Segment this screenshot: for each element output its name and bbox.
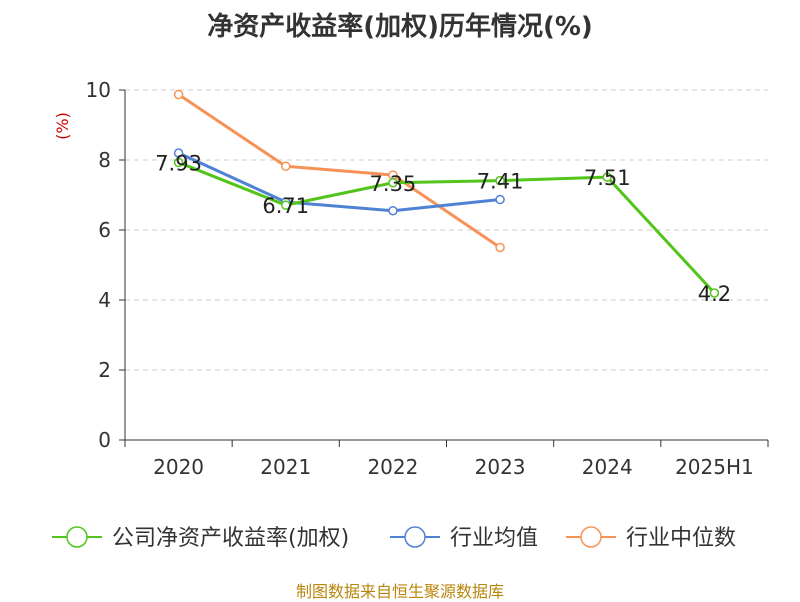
- data-point: [388, 178, 398, 188]
- data-label: 4.2: [698, 282, 731, 306]
- data-label: 6.71: [262, 194, 309, 218]
- data-label: 7.51: [584, 166, 631, 190]
- data-source-note: 制图数据来自恒生聚源数据库: [295, 582, 504, 601]
- x-tick-label: 2021: [260, 455, 311, 479]
- legend-label: 行业均值: [450, 526, 538, 551]
- series-line: [178, 161, 716, 295]
- data-point: [495, 242, 505, 253]
- x-tick-label: 2022: [367, 455, 418, 479]
- data-label: 7.35: [370, 172, 417, 196]
- legend-marker: [404, 526, 426, 548]
- data-point: [495, 175, 505, 186]
- data-point: [281, 200, 291, 210]
- legend-label: 公司净资产收益率(加权): [112, 526, 349, 551]
- x-tick-label: 2020: [153, 455, 204, 479]
- series-line: [177, 93, 501, 249]
- y-tick-label: 0: [98, 428, 111, 452]
- y-tick-label: 4: [98, 288, 111, 312]
- data-point: [173, 89, 184, 100]
- data-label: 7.93: [155, 151, 202, 175]
- data-point: [173, 148, 184, 158]
- x-tick-label: 2024: [582, 455, 633, 479]
- chart-title: 净资产收益率(加权)历年情况(%): [207, 12, 593, 42]
- data-label: 7.41: [477, 170, 524, 194]
- data-point: [173, 157, 184, 168]
- legend-label: 行业中位数: [626, 526, 736, 551]
- data-point: [281, 161, 291, 172]
- series-line: [177, 151, 501, 213]
- data-point: [602, 172, 612, 182]
- data-point: [495, 194, 505, 205]
- data-point: [709, 288, 720, 298]
- x-tick-label: 2023: [475, 455, 526, 479]
- y-tick-label: 8: [98, 148, 111, 172]
- x-tick-label: 2025H1: [675, 455, 754, 479]
- data-point: [388, 206, 398, 216]
- y-axis-label: (%): [53, 112, 72, 140]
- y-tick-label: 2: [98, 358, 111, 382]
- legend-marker: [580, 526, 602, 548]
- y-tick-label: 6: [98, 218, 111, 242]
- y-tick-label: 10: [86, 78, 111, 102]
- legend-marker: [66, 526, 88, 548]
